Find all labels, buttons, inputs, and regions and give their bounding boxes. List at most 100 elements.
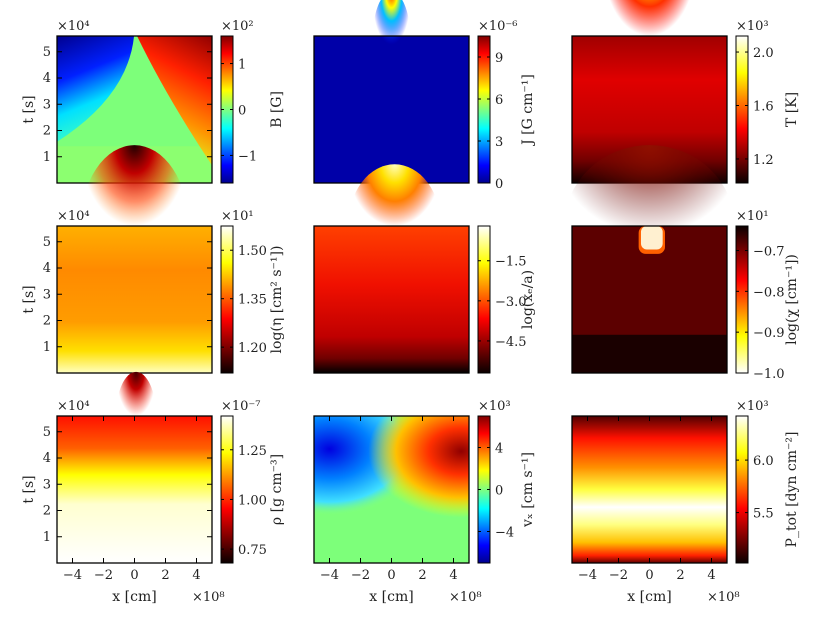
ytick-label: 1 — [43, 340, 51, 355]
y-multiplier: ×10⁴ — [57, 399, 90, 414]
colorbar-tick-label: 1.25 — [238, 444, 267, 459]
heatmap-plume — [640, 226, 663, 250]
xtick-label: 0 — [645, 568, 653, 583]
colorbar-label: log(xₑ/a) — [520, 270, 536, 329]
ytick-label: 5 — [43, 235, 51, 250]
xtick-label: −2 — [351, 568, 370, 583]
ytick-label: 3 — [43, 287, 51, 302]
colorbar — [735, 415, 749, 564]
axes-frame — [571, 225, 728, 374]
heatmap-region-positive — [137, 36, 212, 166]
colorbar-tick-label: −4 — [495, 526, 514, 541]
ytick-label: 2 — [43, 124, 51, 139]
colorbar-tick-label: 3 — [495, 135, 503, 150]
xtick-label: 4 — [192, 568, 200, 583]
colorbar-tick-label: 0 — [238, 104, 246, 119]
colorbar-tick-label: 5.5 — [753, 507, 774, 522]
y-axis-label: t [s] — [21, 285, 37, 313]
ytick-label: 2 — [43, 314, 51, 329]
xtick-label: 4 — [449, 568, 457, 583]
colorbar-tick-label: 9 — [495, 51, 503, 66]
ytick-label: 5 — [43, 425, 51, 440]
colorbar — [220, 415, 234, 564]
axes-frame — [313, 225, 470, 374]
colorbar-tick-label: 1.50 — [238, 244, 267, 259]
ytick-label: 5 — [43, 45, 51, 60]
ytick-label: 2 — [43, 504, 51, 519]
heatmap-base — [572, 416, 727, 563]
colorbar-tick-label: −3.0 — [495, 295, 527, 310]
y-axis-label: t [s] — [21, 95, 37, 123]
ytick-label: 1 — [43, 530, 51, 545]
colorbar-label: log(χ [cm⁻¹]) — [784, 254, 800, 345]
colorbar — [735, 225, 749, 374]
panel-vx: −4 −2 0 2 4 x [cm] ×10⁸ −4 0 4 ×10³ vₓ [cm s⁻¹] — [313, 399, 536, 605]
colorbar-tick-label: −1.5 — [495, 255, 527, 270]
colorbar-multiplier: ×10⁻⁷ — [221, 399, 261, 414]
colorbar-tick-label: 0 — [495, 484, 503, 499]
xtick-label: 0 — [387, 568, 395, 583]
colorbar-multiplier: ×10³ — [736, 399, 769, 414]
colorbar-multiplier: ×10³ — [736, 19, 769, 34]
x-axis-label: x [cm] — [627, 589, 671, 605]
panel-chi: −1.0 −0.9 −0.8 −0.7 ×10¹ log(χ [cm⁻¹]) — [564, 145, 800, 382]
colorbar-tick-label: −0.9 — [753, 326, 785, 341]
colorbar-label: vₓ [cm s⁻¹] — [520, 452, 536, 528]
xtick-label: 4 — [707, 568, 715, 583]
colorbar-label: T [K] — [784, 92, 800, 127]
colorbar-tick-label: 1.6 — [753, 99, 774, 114]
y-axis-label: t [s] — [21, 475, 37, 503]
colorbar-tick-label: 1.20 — [238, 341, 267, 356]
xtick-label: −2 — [609, 568, 628, 583]
panel-B: 1 2 3 4 5 ×10⁴ t [s] −1 0 1 ×10² B [G] — [21, 19, 285, 184]
xtick-label: −4 — [578, 568, 597, 583]
x-axis-label: x [cm] — [369, 589, 413, 605]
colorbar-tick-label: 1.2 — [753, 153, 774, 168]
xtick-label: 2 — [676, 568, 684, 583]
x-multiplier: ×10⁸ — [192, 590, 225, 605]
colorbar — [477, 225, 491, 374]
ytick-label: 3 — [43, 97, 51, 112]
y-multiplier: ×10⁴ — [57, 209, 90, 224]
y-multiplier: ×10⁴ — [57, 19, 90, 34]
xtick-label: 2 — [161, 568, 169, 583]
heatmap-region-negative — [57, 36, 135, 142]
colorbar-label: J [G cm⁻¹] — [520, 74, 536, 147]
xtick-label: −2 — [94, 568, 113, 583]
xtick-label: −4 — [63, 568, 82, 583]
ytick-label: 4 — [43, 71, 51, 86]
colorbar — [477, 35, 491, 184]
colorbar-tick-label: −1.0 — [753, 367, 785, 382]
colorbar-multiplier: ×10⁻⁶ — [478, 19, 518, 34]
x-multiplier: ×10⁸ — [449, 590, 482, 605]
colorbar-tick-label: −0.7 — [753, 245, 785, 260]
ytick-label: 4 — [43, 451, 51, 466]
colorbar-tick-label: 6 — [495, 93, 503, 108]
colorbar-tick-label: −0.8 — [753, 285, 785, 300]
colorbar-tick-label: −1 — [238, 149, 257, 164]
xtick-label: 2 — [418, 568, 426, 583]
colorbar-multiplier: ×10³ — [478, 399, 511, 414]
colorbar-label: log(η [cm² s⁻¹]) — [269, 246, 285, 354]
panel-eta: 1 2 3 4 5 ×10⁴ t [s] 1.20 1.35 1.50 ×10¹ log(η [cm²… — [21, 145, 285, 374]
colorbar-multiplier: ×10¹ — [221, 209, 254, 224]
ytick-label: 4 — [43, 261, 51, 276]
heatmap-positive-lobe — [314, 416, 469, 527]
x-multiplier: ×10⁸ — [707, 590, 740, 605]
colorbar-tick-label: −4.5 — [495, 335, 527, 350]
ytick-label: 1 — [43, 150, 51, 165]
colorbar-tick-label: 6.0 — [753, 454, 774, 469]
colorbar-tick-label: 4 — [495, 442, 503, 457]
colorbar — [735, 35, 749, 184]
colorbar — [220, 225, 234, 374]
colorbar-tick-label: 0.75 — [238, 543, 267, 558]
ytick-label: 3 — [43, 477, 51, 492]
x-axis-label: x [cm] — [112, 589, 156, 605]
panel-Ptot: −4 −2 0 2 4 x [cm] ×10⁸ 5.5 6.0 ×10³ P_tot [dyn cm… — [571, 399, 800, 605]
panel-J: 0 3 6 9 ×10⁻⁶ J [G cm⁻¹] — [313, 0, 536, 192]
colorbar-multiplier: ×10² — [221, 19, 254, 34]
panel-rho: 1 2 3 4 5 ×10⁴ t [s] −4 −2 0 2 4 x [cm] ×10⁸ 0.75 1.00 1… — [21, 371, 285, 605]
colorbar-tick-label: 1.00 — [238, 493, 267, 508]
